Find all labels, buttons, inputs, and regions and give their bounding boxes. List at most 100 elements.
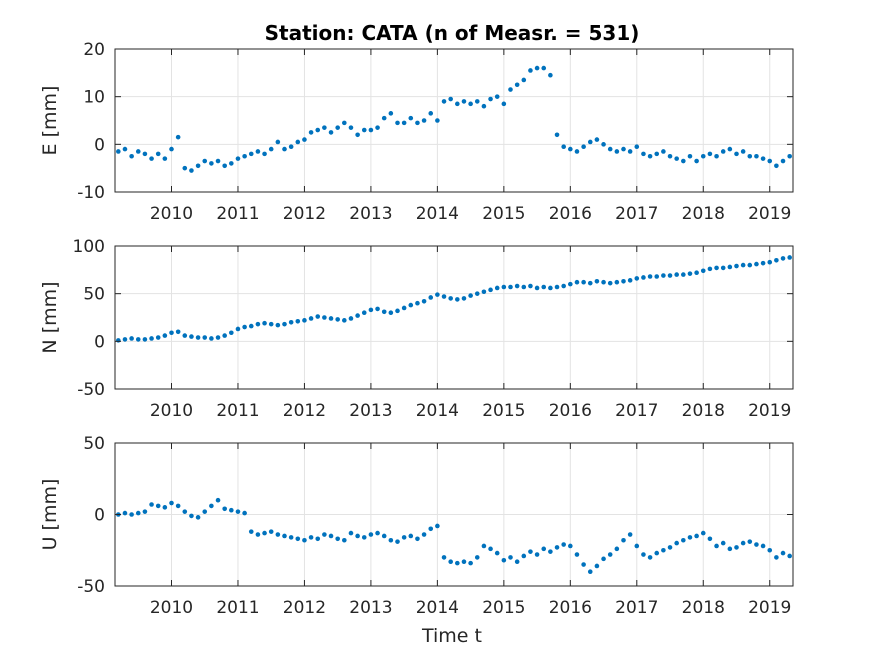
data-point [335, 317, 340, 322]
data-point [667, 273, 673, 278]
data-point [242, 324, 247, 330]
data-point [401, 535, 407, 540]
data-point [441, 555, 447, 560]
data-point [528, 68, 533, 73]
data-point [740, 540, 746, 546]
data-point [687, 153, 693, 159]
data-point [754, 261, 759, 267]
y-tick-label: 20 [83, 40, 105, 60]
y-axis-label-n: N [mm] [39, 281, 61, 353]
data-point [601, 279, 606, 285]
x-tick-label: 2011 [216, 204, 259, 224]
data-point [561, 144, 566, 150]
data-point [501, 557, 507, 563]
data-point [401, 120, 407, 126]
data-point [667, 153, 673, 159]
x-tick-label: 2015 [482, 598, 525, 618]
panel-n: 2010 2011 2012 2013 2014 2015 2016 2017 2018 2019… [39, 237, 794, 421]
data-point [142, 337, 148, 342]
data-point [149, 156, 154, 161]
data-point [541, 284, 547, 290]
data-point [222, 163, 227, 169]
data-point [674, 272, 679, 277]
data-point [388, 310, 394, 316]
data-point [627, 532, 633, 537]
data-point [627, 149, 633, 154]
data-point [474, 555, 480, 560]
data-point [401, 305, 407, 311]
data-point [408, 302, 414, 308]
data-point [734, 545, 739, 550]
data-point [508, 555, 513, 560]
data-point [348, 530, 354, 536]
x-tick-label: 2016 [549, 598, 592, 618]
data-point [295, 319, 301, 324]
data-point [175, 503, 181, 509]
data-point [508, 87, 513, 92]
data-point [481, 289, 487, 295]
data-point [488, 287, 493, 293]
data-point [195, 335, 201, 340]
data-point [421, 118, 427, 123]
x-tick-label: 2017 [615, 401, 658, 421]
data-point [215, 335, 221, 340]
data-point [355, 533, 360, 539]
data-point [122, 146, 128, 152]
data-point [614, 279, 620, 285]
data-point [528, 283, 533, 289]
y-tick-label: 0 [94, 506, 105, 526]
data-point [302, 318, 307, 323]
x-tick-label: 2017 [615, 598, 658, 618]
data-point [700, 268, 706, 274]
x-tick-label: 2010 [150, 401, 193, 421]
data-point [282, 533, 287, 539]
data-point [149, 336, 154, 341]
data-point [747, 539, 753, 544]
data-point [554, 284, 560, 290]
data-point [627, 278, 633, 283]
data-point [368, 532, 374, 537]
data-point [734, 263, 739, 269]
data-point [129, 153, 134, 159]
data-point [707, 266, 713, 272]
data-point [155, 503, 161, 509]
x-tick-label: 2018 [682, 204, 725, 224]
data-point [681, 272, 686, 277]
data-point [521, 77, 527, 83]
data-point [568, 543, 573, 549]
x-tick-label: 2015 [482, 401, 525, 421]
data-point [116, 149, 121, 154]
data-point [155, 335, 161, 340]
data-point [415, 120, 420, 126]
data-point [714, 543, 719, 549]
data-point [647, 555, 653, 560]
data-point [621, 537, 626, 543]
data-point [534, 285, 540, 291]
data-point [202, 509, 208, 514]
data-point [647, 274, 653, 279]
data-point [714, 265, 719, 271]
data-point [209, 161, 214, 166]
x-tick-label: 2012 [283, 204, 326, 224]
data-point [408, 533, 414, 539]
data-point [787, 153, 792, 159]
x-tick-label: 2011 [216, 401, 259, 421]
data-point [268, 146, 274, 152]
data-point [195, 515, 201, 520]
data-point [501, 284, 507, 290]
y-axis-label-u: U [mm] [39, 479, 61, 551]
data-point [162, 505, 168, 510]
data-point [142, 151, 148, 157]
data-point [129, 336, 134, 341]
data-point [494, 550, 500, 556]
data-point [262, 530, 267, 536]
data-point [428, 295, 434, 300]
data-point [209, 336, 214, 341]
data-point [415, 536, 420, 542]
data-point [734, 151, 739, 157]
data-point [494, 285, 500, 291]
x-tick-label: 2012 [283, 598, 326, 618]
data-point [308, 316, 314, 321]
x-tick-label: 2019 [748, 598, 791, 618]
data-point [681, 158, 686, 164]
